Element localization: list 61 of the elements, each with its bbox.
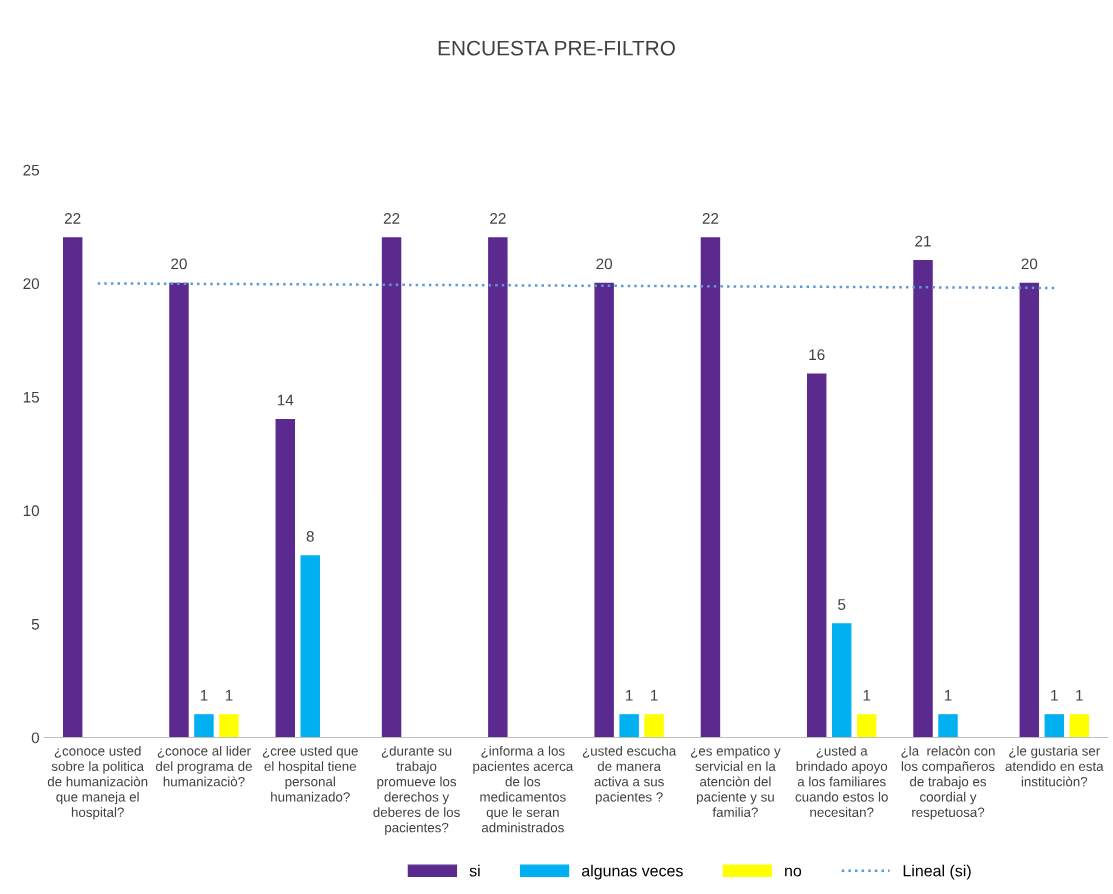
legend-label: si — [469, 864, 480, 877]
bar — [619, 714, 639, 738]
x-tick-label: ¿informa a los pacientes acerca de los medicamentos que le seran administrados — [473, 745, 574, 833]
legend-label: algunas veces — [581, 864, 683, 880]
data-label: 22 — [383, 213, 400, 224]
bar — [856, 714, 877, 738]
x-tick-label: ¿la relacòn con los compañeros de trabajo es coordial y respetuosa? — [901, 745, 995, 820]
data-label: 1 — [1076, 690, 1083, 701]
bar — [938, 714, 958, 738]
data-label: 1 — [200, 690, 208, 701]
data-label: 1 — [626, 690, 633, 701]
data-label: 1 — [944, 690, 952, 701]
bar — [1069, 714, 1089, 738]
bar — [700, 237, 721, 738]
bar — [488, 237, 508, 738]
x-tick-label: ¿usted a brindado apoyo a los familiares cuando estos lo necesitan? — [795, 745, 888, 817]
legend-label: no — [785, 867, 802, 877]
bar — [169, 282, 189, 738]
bar — [913, 259, 933, 738]
data-label: 8 — [306, 530, 314, 542]
chart-title: ENCUESTA PRE-FILTRO — [438, 40, 675, 56]
bar — [219, 714, 239, 738]
data-label: 16 — [809, 349, 825, 361]
data-label: 21 — [915, 235, 931, 247]
y-tick-label: 15 — [23, 391, 40, 403]
bar — [300, 555, 320, 738]
y-tick-label: 10 — [23, 505, 40, 517]
data-label: 1 — [225, 690, 233, 701]
x-tick-label: ¿es empatico y servicial en la atenciòn del paciente y su familia? — [691, 745, 781, 817]
data-label: 1 — [651, 690, 658, 701]
bar — [194, 714, 214, 738]
data-label: 14 — [277, 394, 294, 406]
bar — [381, 237, 402, 738]
bar — [1044, 714, 1065, 738]
bar — [275, 418, 296, 738]
y-tick-label: 25 — [23, 164, 40, 176]
bar — [831, 623, 852, 738]
x-tick-label: ¿conoce al lider del programa de humanizaciò? — [155, 745, 252, 787]
data-label: 20 — [171, 258, 187, 270]
data-label: 22 — [702, 213, 719, 224]
x-tick-label: ¿conoce usted sobre la politica de humanizaciòn que maneja el hospital? — [47, 745, 148, 820]
legend-label: Lineal (si) — [903, 864, 971, 880]
x-tick-label: ¿usted escucha de manera activa a sus pacientes ? — [582, 745, 677, 805]
data-label: 20 — [1021, 258, 1038, 270]
bar — [806, 373, 827, 738]
data-label: 1 — [863, 690, 871, 701]
y-tick-label: 0 — [31, 732, 40, 744]
data-label: 5 — [838, 599, 846, 610]
x-tick-label: ¿cree usted que el hospital tiene personal humanizado? — [262, 745, 358, 802]
bar — [1019, 282, 1040, 738]
data-label: 22 — [64, 213, 81, 224]
x-tick-label: ¿durante su trabajo promueve los derechos y deberes de los pacientes? — [373, 745, 460, 835]
y-tick-label: 20 — [23, 278, 40, 290]
bar — [644, 714, 664, 738]
data-label: 22 — [490, 213, 506, 224]
data-label: 1 — [1051, 690, 1058, 701]
bar — [62, 237, 83, 738]
y-tick-label: 5 — [31, 619, 40, 630]
x-tick-label: ¿le gustaria ser atendido en esta instituciòn? — [1005, 745, 1104, 787]
bar — [594, 282, 614, 738]
data-label: 20 — [596, 258, 613, 270]
